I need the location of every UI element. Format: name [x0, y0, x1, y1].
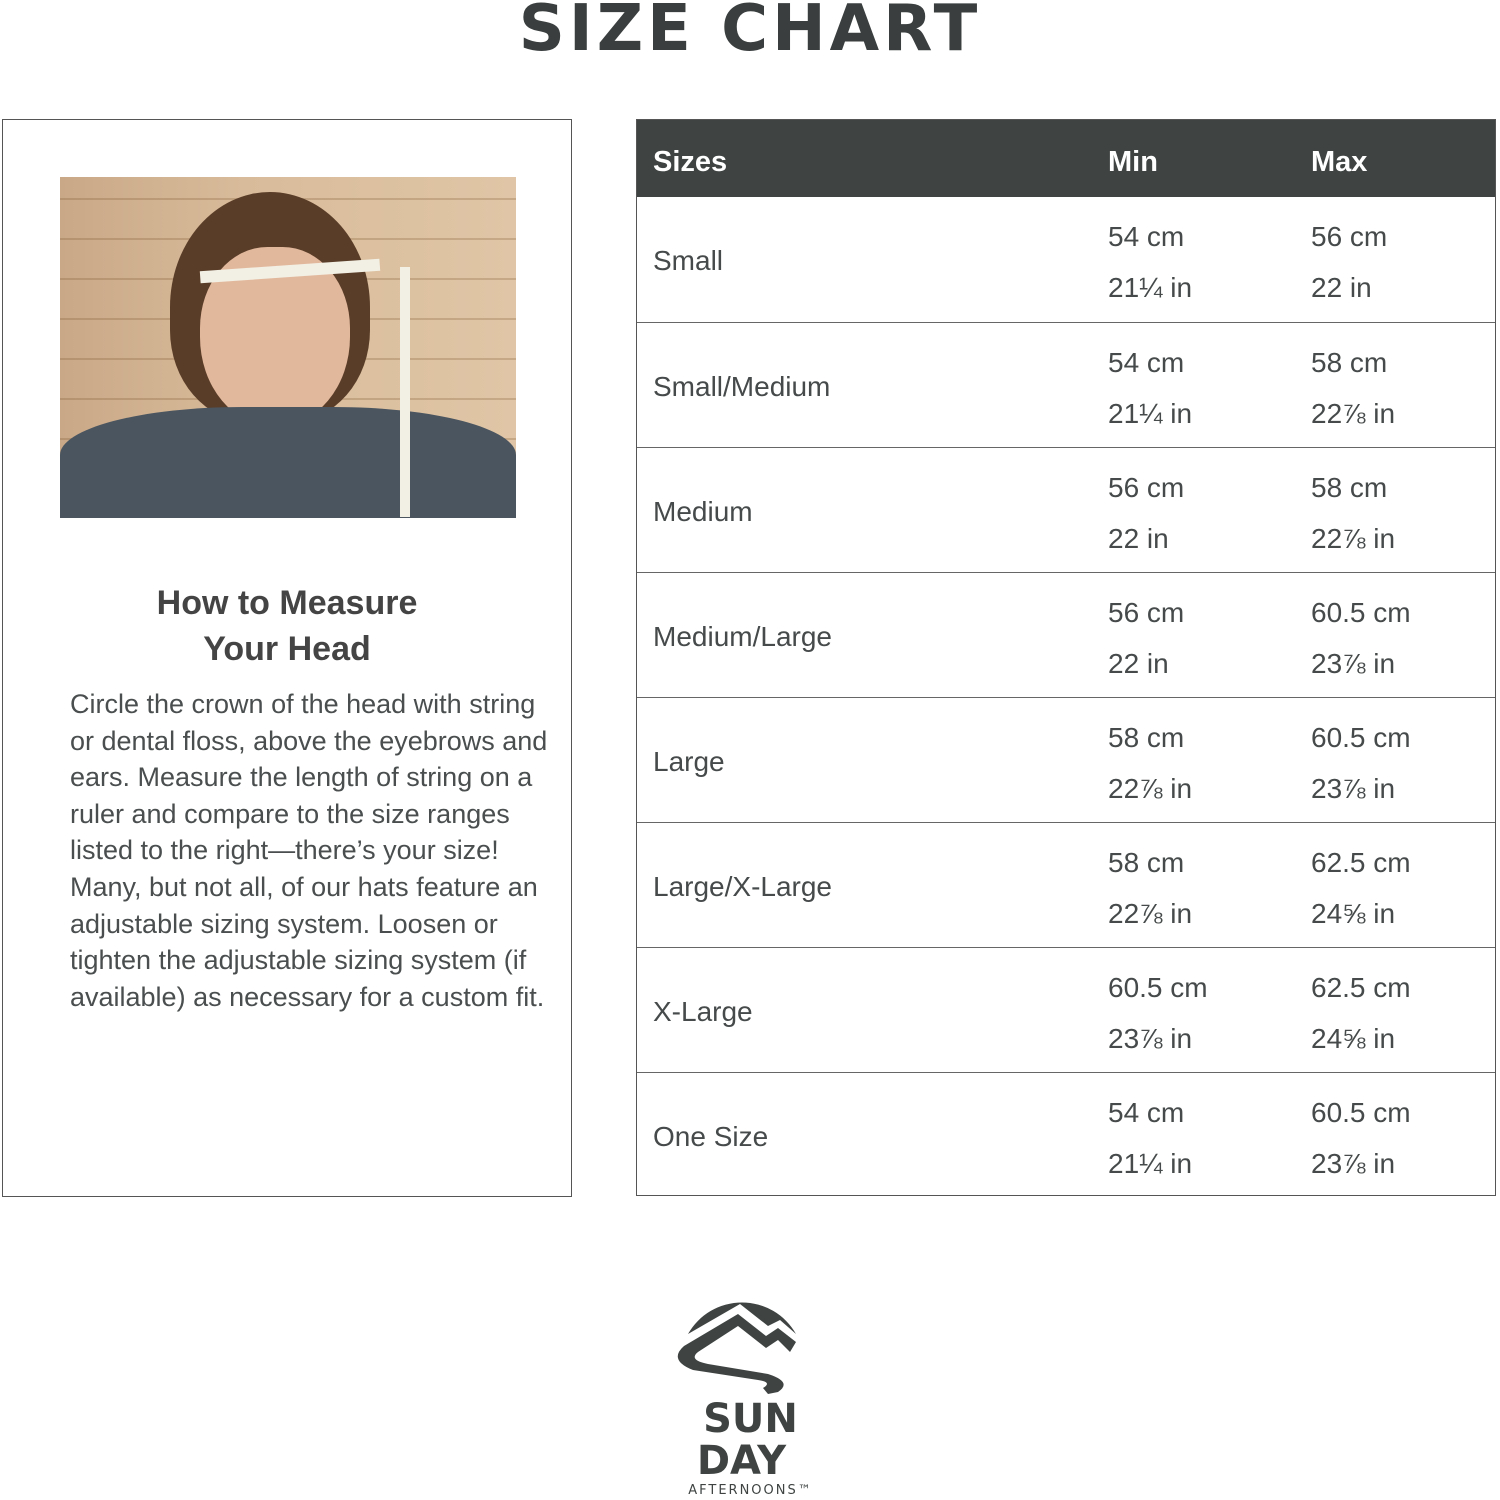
logo-text-sun: SUN: [703, 1396, 798, 1442]
min-in: 21¼ in: [1108, 272, 1193, 303]
table-row: X-Large 60.5 cm 23⅞ in 62.5 cm 24⅝ in: [637, 947, 1495, 1072]
min-in: 22⅞ in: [1108, 898, 1193, 929]
table-row: Small/Medium 54 cm 21¼ in 58 cm 22⅞ in: [637, 322, 1495, 447]
sunday-afternoons-logo: [677, 1302, 796, 1394]
max-cm: 58 cm: [1311, 347, 1388, 378]
table-row: Large 58 cm 22⅞ in 60.5 cm 23⅞ in: [637, 697, 1495, 822]
min-in: 21¼ in: [1108, 398, 1193, 429]
min-cm: 60.5 cm: [1108, 972, 1208, 1003]
size-name: One Size: [653, 1121, 769, 1152]
min-cm: 58 cm: [1108, 847, 1185, 878]
max-in: 23⅞ in: [1311, 648, 1396, 679]
size-name: Medium/Large: [653, 621, 832, 652]
size-name: Large/X-Large: [653, 871, 833, 902]
measuring-head-photo: [60, 177, 516, 518]
max-in: 23⅞ in: [1311, 773, 1396, 804]
table-row: Small 54 cm 21¼ in 56 cm 22 in: [637, 197, 1495, 322]
table-header: Sizes Min Max: [637, 120, 1495, 197]
max-cm: 56 cm: [1311, 221, 1388, 252]
max-in: 23⅞ in: [1311, 1148, 1396, 1179]
size-name: Small: [653, 245, 724, 276]
max-cm: 58 cm: [1311, 472, 1388, 503]
size-name: Small/Medium: [653, 371, 831, 402]
guide-heading: How to Measure Your Head: [156, 584, 418, 668]
page-title: SIZE CHART: [518, 0, 982, 66]
min-cm: 56 cm: [1108, 472, 1185, 503]
min-in: 23⅞ in: [1108, 1023, 1193, 1054]
max-in: 22 in: [1311, 272, 1372, 303]
min-in: 21¼ in: [1108, 1148, 1193, 1179]
size-name: Medium: [653, 496, 753, 527]
min-in: 22⅞ in: [1108, 773, 1193, 804]
header-sizes: Sizes: [653, 146, 728, 178]
min-cm: 54 cm: [1108, 1097, 1185, 1128]
measure-guide-panel: How to Measure Your Head Circle the crow…: [2, 119, 572, 1197]
min-cm: 58 cm: [1108, 722, 1185, 753]
header-max: Max: [1311, 146, 1368, 178]
min-in: 22 in: [1108, 523, 1169, 554]
max-cm: 60.5 cm: [1311, 597, 1411, 628]
size-table: Sizes Min Max Small 54 cm 21¼ in 56 cm 2…: [636, 119, 1496, 1196]
min-cm: 54 cm: [1108, 347, 1185, 378]
max-cm: 60.5 cm: [1311, 722, 1411, 753]
table-row: Medium/Large 56 cm 22 in 60.5 cm 23⅞ in: [637, 572, 1495, 697]
header-min: Min: [1108, 146, 1158, 178]
size-name: Large: [653, 746, 725, 777]
min-cm: 56 cm: [1108, 597, 1185, 628]
logo-text-afternoons: AFTERNOONS™: [688, 1483, 813, 1498]
max-cm: 62.5 cm: [1311, 972, 1411, 1003]
max-in: 24⅝ in: [1311, 898, 1396, 929]
max-in: 22⅞ in: [1311, 398, 1396, 429]
table-row: Large/X-Large 58 cm 22⅞ in 62.5 cm 24⅝ i…: [637, 822, 1495, 947]
size-name: X-Large: [653, 996, 753, 1027]
max-in: 22⅞ in: [1311, 523, 1396, 554]
max-in: 24⅝ in: [1311, 1023, 1396, 1054]
table-row: Medium 56 cm 22 in 58 cm 22⅞ in: [637, 447, 1495, 572]
guide-body: Circle the crown of the head with string…: [70, 689, 548, 1012]
table-row: One Size 54 cm 21¼ in 60.5 cm 23⅞ in: [637, 1072, 1495, 1197]
min-cm: 54 cm: [1108, 221, 1185, 252]
max-cm: 62.5 cm: [1311, 847, 1411, 878]
logo-text-day: DAY: [696, 1438, 787, 1484]
min-in: 22 in: [1108, 648, 1169, 679]
max-cm: 60.5 cm: [1311, 1097, 1411, 1128]
